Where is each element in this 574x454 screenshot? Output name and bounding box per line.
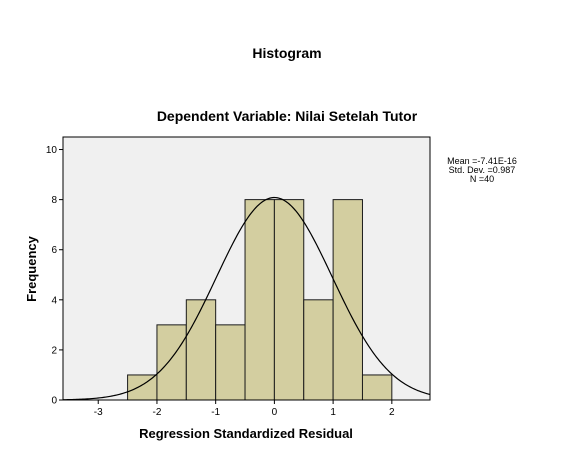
x-tick-label: 1	[330, 407, 336, 418]
histogram-bar-4	[244, 199, 275, 401]
stats-line-0: Mean =-7.41E-16	[447, 156, 517, 166]
x-tick-label: -2	[152, 407, 161, 418]
histogram-bar-7	[332, 199, 363, 401]
stats-line-1: Std. Dev. =0.987	[449, 165, 516, 175]
y-tick-label: 2	[51, 345, 57, 356]
y-axis-label: Frequency	[24, 235, 39, 302]
normal-curve	[62, 196, 431, 401]
bars-group	[127, 199, 393, 401]
x-axis: -3 -2 -1 0 1 2	[94, 400, 395, 418]
x-tick-label: -3	[94, 407, 103, 418]
histogram-bar-6	[303, 299, 334, 401]
y-tick-label: 10	[46, 145, 58, 156]
plot-frame	[62, 136, 431, 401]
y-tick-label: 6	[51, 245, 57, 256]
y-axis: 0 2 4 6 8 10	[46, 145, 63, 407]
histogram-bar-1	[156, 324, 187, 401]
x-tick-label: -1	[211, 407, 220, 418]
x-tick-label: 2	[389, 407, 395, 418]
chart-subtitle: Dependent Variable: Nilai Setelah Tutor	[157, 108, 418, 124]
y-tick-label: 4	[51, 295, 57, 306]
histogram-bar-0	[127, 374, 158, 401]
stats-line-2: N =40	[470, 174, 494, 184]
histogram-bar-5	[273, 199, 305, 401]
histogram-bar-3	[215, 324, 246, 401]
chart-title: Histogram	[252, 45, 321, 61]
histogram-bar-2	[185, 299, 217, 401]
y-tick-label: 8	[51, 195, 57, 206]
histogram-bar-8	[361, 374, 393, 401]
x-axis-label: Regression Standardized Residual	[139, 426, 353, 441]
x-tick-label: 0	[272, 407, 278, 418]
y-tick-label: 0	[51, 396, 57, 407]
